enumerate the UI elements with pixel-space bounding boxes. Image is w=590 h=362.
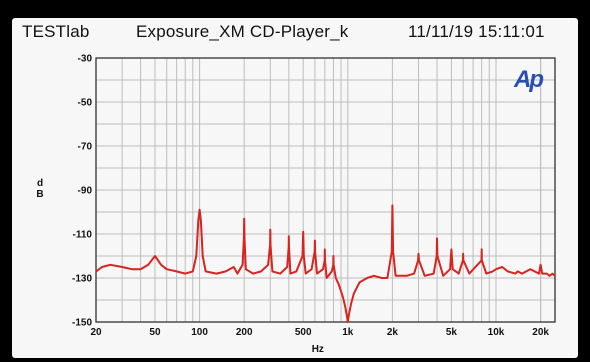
- x-tick-labels: 20 50 100 200 500 1k 2k 5k 10k 20k: [90, 327, 549, 338]
- y-tick-label: -130: [72, 274, 92, 285]
- y-tick-label: -90: [78, 186, 93, 197]
- ap-logo-icon: Ap: [513, 66, 543, 93]
- y-tick-label: -110: [73, 230, 93, 241]
- x-tick-label: 200: [236, 327, 253, 338]
- plot-card: [12, 18, 578, 358]
- y-tick-labels: -30 -50 -70 -90 -110 -130 -150: [72, 54, 92, 329]
- y-axis-label-unit: B: [36, 189, 43, 200]
- y-axis-label: d: [37, 178, 43, 189]
- fft-trace-line: [95, 204, 556, 323]
- plot-frame: [95, 57, 556, 323]
- x-tick-label: 2k: [387, 327, 399, 338]
- y-tick-label: -30: [78, 54, 93, 65]
- header-device-title: Exposure_XM CD-Player_k: [136, 22, 349, 41]
- x-axis-label: Hz: [312, 344, 324, 355]
- header-lab-name: TESTlab: [22, 22, 90, 41]
- x-tick-label: 20k: [532, 327, 549, 338]
- y-tick-label: -150: [72, 318, 92, 329]
- x-tick-label: 100: [191, 327, 208, 338]
- x-tick-label: 50: [149, 327, 161, 338]
- x-tick-label: 500: [295, 327, 312, 338]
- x-tick-label: 5k: [446, 327, 458, 338]
- y-tick-label: -50: [78, 98, 93, 109]
- y-tick-label: -70: [78, 142, 93, 153]
- x-tick-label: 10k: [488, 327, 505, 338]
- x-tick-label: 20: [90, 327, 102, 338]
- grid-lines: [95, 57, 555, 323]
- header-timestamp: 11/11/19 15:11:01: [408, 22, 545, 41]
- x-tick-label: 1k: [342, 327, 354, 338]
